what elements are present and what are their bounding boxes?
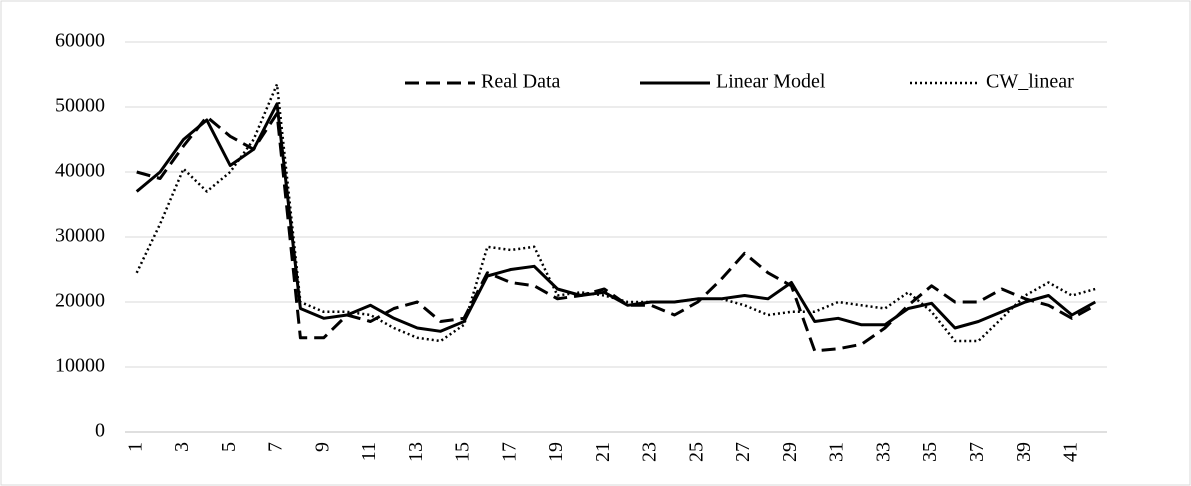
y-tick-label: 0	[95, 420, 105, 442]
x-tick-label: 33	[872, 442, 894, 462]
x-tick-label: 5	[218, 442, 240, 452]
series-line	[135, 102, 1097, 333]
x-tick-label: 35	[919, 442, 941, 462]
x-tick-label: 23	[639, 442, 661, 462]
legend-label: CW_linear	[986, 71, 1074, 93]
x-tick-label: 27	[732, 442, 754, 462]
x-tick-label: 41	[1060, 442, 1082, 462]
x-tick-label: 21	[592, 442, 614, 462]
y-tick-label: 60000	[55, 30, 105, 52]
x-tick-label: 13	[405, 442, 427, 462]
x-tick-label: 29	[779, 442, 801, 462]
y-tick-label: 30000	[55, 225, 105, 247]
x-tick-label: 17	[498, 442, 520, 462]
x-tick-label: 11	[358, 442, 380, 461]
y-tick-label: 10000	[55, 355, 105, 377]
legend-label: Linear Model	[716, 71, 826, 93]
x-tick-label: 25	[685, 442, 707, 462]
x-tick-label: 9	[311, 442, 333, 452]
y-tick-label: 40000	[55, 160, 105, 182]
x-tick-label: 19	[545, 442, 567, 462]
legend-label: Real Data	[481, 71, 561, 93]
y-tick-label: 20000	[55, 290, 105, 312]
x-tick-label: 7	[265, 442, 287, 452]
x-tick-label: 15	[452, 442, 474, 462]
y-tick-label: 50000	[55, 95, 105, 117]
x-tick-label: 37	[966, 442, 988, 462]
x-tick-label: 31	[826, 442, 848, 462]
x-tick-label: 39	[1013, 442, 1035, 462]
x-tick-label: 1	[124, 442, 146, 452]
x-tick-label: 3	[171, 442, 193, 452]
